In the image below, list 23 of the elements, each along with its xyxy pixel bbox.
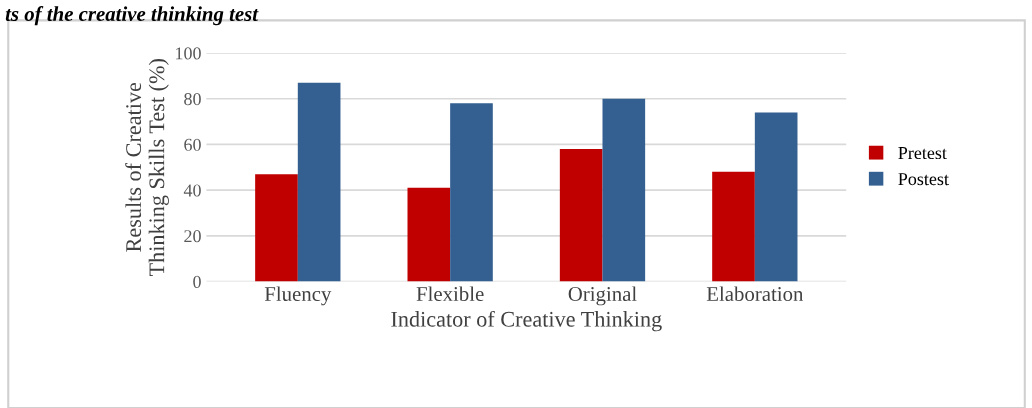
legend-label: Postest xyxy=(898,173,949,186)
bar xyxy=(407,187,451,282)
bar xyxy=(450,103,493,282)
bar xyxy=(712,171,755,282)
bar xyxy=(255,174,298,282)
y-tick-label: 0 xyxy=(193,275,201,288)
y-tick-label: 40 xyxy=(183,184,201,197)
y-axis-title: Results of Creative Thinking Skills Test (%) xyxy=(125,59,169,277)
bar xyxy=(602,98,646,282)
bar xyxy=(297,82,341,282)
x-tick-label: Elaboration xyxy=(706,286,804,302)
y-tick-label: 80 xyxy=(184,92,201,106)
y-tick-label: 100 xyxy=(176,47,201,60)
y-tick-label: 20 xyxy=(184,230,201,243)
y-tick-label: 60 xyxy=(184,138,201,151)
chart-title: ts of the creative thinking test xyxy=(5,6,259,26)
x-tick-label: Flexible xyxy=(416,286,484,302)
x-tick-label: Original xyxy=(568,286,637,306)
bar xyxy=(754,112,798,282)
bar xyxy=(559,149,603,282)
x-axis-title: Indicator of Creative Thinking xyxy=(391,310,662,332)
x-tick-label: Fluency xyxy=(264,286,332,306)
legend-label: Pretest xyxy=(898,147,947,160)
